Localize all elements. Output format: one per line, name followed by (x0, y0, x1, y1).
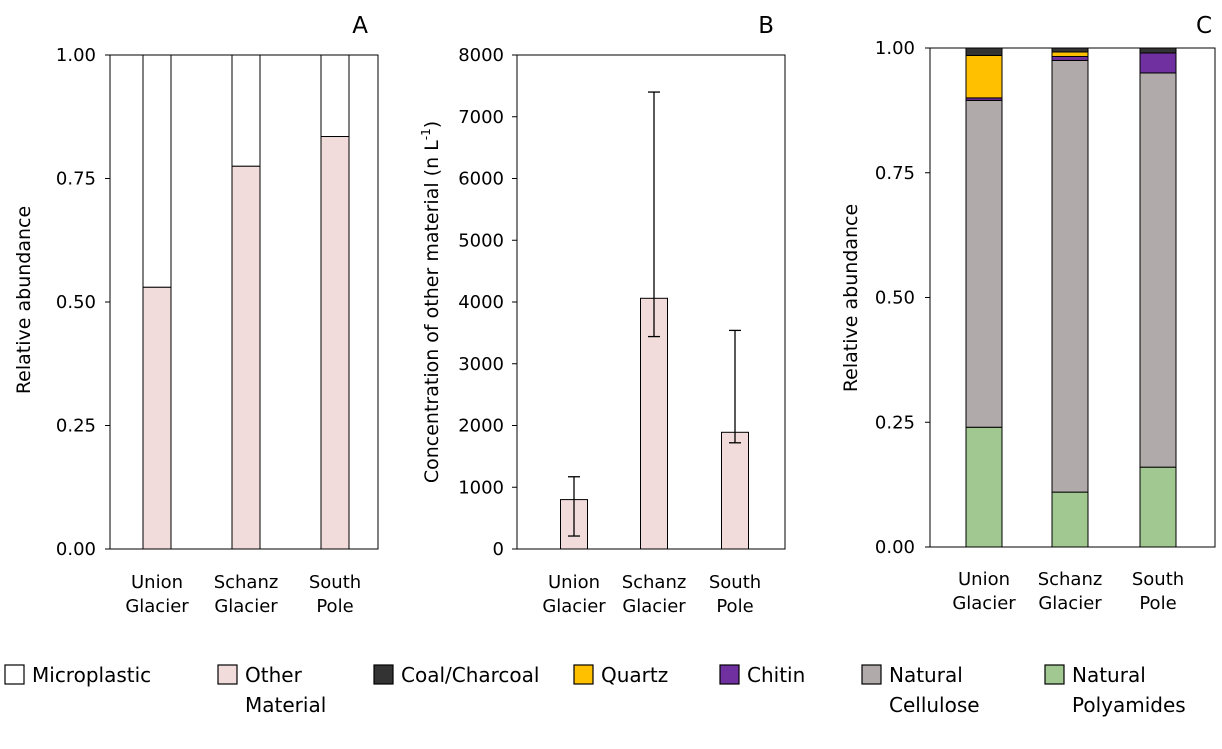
legend-label: Coal/Charcoal (401, 663, 539, 687)
panel-a-y-tick-label: 0.50 (56, 292, 96, 313)
panel-b-y-axis-title-superscript: -1 (419, 128, 433, 140)
panel-c-bar-coal-charcoal (965, 47, 1003, 56)
panel-c-y-axis-title: Relative abundance (840, 204, 862, 392)
panel-a-y-axis-title: Relative abundance (13, 206, 35, 394)
panel-c-category-label: South (1132, 569, 1184, 590)
panel-c-category-label: Union (958, 569, 1010, 590)
panel-a-y-tick-label: 0.25 (56, 416, 96, 437)
panel-c-category-label: Pole (1139, 593, 1176, 614)
panel-b-category-label: Schanz (622, 572, 687, 593)
legend-label: Polyamides (1072, 693, 1186, 717)
panel-b-y-tick-label: 7000 (458, 107, 504, 128)
panel-b-y-axis-title-main: Concentration of other material (n L (421, 140, 443, 483)
panel-c-chart: C Relative abundance 0.00 0.25 0.50 0.75 1.0… (840, 13, 1216, 614)
panel-c-bar-coal-charcoal (1051, 47, 1089, 53)
panel-b-y-tick-label: 3000 (458, 354, 504, 375)
panel-b-y-tick-label: 4000 (458, 292, 504, 313)
panel-c-category-label: Schanz (1038, 569, 1103, 590)
legend-swatch-chitin (719, 664, 740, 685)
panel-b-category-label: Pole (716, 596, 753, 617)
panel-c-bar-chitin (1139, 52, 1177, 74)
panel-b-y-axis-title: Concentration of other material (n L-1) (419, 121, 443, 483)
panel-b-chart: B Concentration of other material (n L-1… (419, 13, 786, 617)
panel-c-bar-quartz (1051, 51, 1089, 57)
panel-c-y-tick-label: 0.00 (875, 537, 915, 558)
panel-c-label: C (1196, 13, 1212, 39)
legend-swatch-coal-charcoal (373, 664, 394, 685)
panel-a-bar-other-material (231, 165, 261, 550)
panel-c-bar-natural-polyamides (965, 426, 1003, 548)
legend-swatch-natural-cellulose (861, 664, 882, 685)
panel-a-y-tick-label: 0.00 (56, 539, 96, 560)
panel-c-y-tick-label: 1.00 (875, 38, 915, 59)
legend-label: Quartz (601, 663, 668, 687)
panel-a-bar-microplastic (320, 54, 350, 138)
panel-c-bar-natural-cellulose (1051, 59, 1089, 493)
legend-swatch-quartz (573, 664, 594, 685)
legend-label: Cellulose (889, 693, 980, 717)
legend-label: Natural (1072, 663, 1146, 687)
panel-c-category-label: Glacier (952, 593, 1016, 614)
legend-swatch-natural-polyamides (1044, 664, 1065, 685)
panel-c-category-label: Glacier (1038, 593, 1102, 614)
panel-b-y-tick-label: 6000 (458, 169, 504, 190)
panel-c-bar-quartz (965, 54, 1003, 99)
panel-a-bar-microplastic (142, 54, 172, 288)
panel-c-bar-chitin (1051, 55, 1089, 61)
panel-b-category-label: Glacier (622, 596, 686, 617)
panel-c-y-tick-label: 0.75 (875, 163, 915, 184)
panel-a-category-label: Pole (316, 596, 353, 617)
legend-swatch-microplastic (4, 664, 25, 685)
panel-b-category-label: South (709, 572, 761, 593)
panel-b-category-label: Union (548, 572, 600, 593)
panel-a-y-tick-label: 0.75 (56, 169, 96, 190)
panel-a-y-tick-label: 1.00 (56, 45, 96, 66)
legend-label: Natural (889, 663, 963, 687)
panel-a-bar-other-material (142, 286, 172, 550)
panel-b-bar (640, 297, 668, 550)
legend-label: Microplastic (32, 663, 151, 687)
panel-c-y-tick-label: 0.25 (875, 412, 915, 433)
panel-b-y-tick-label: 8000 (458, 45, 504, 66)
panel-c-bar-natural-polyamides (1051, 491, 1089, 548)
panel-a-category-label: Glacier (214, 596, 278, 617)
panel-b-bar (721, 431, 749, 550)
panel-c-bar-natural-cellulose (965, 99, 1003, 428)
legend: Microplastic Other Material Coal/Charcoal Qu… (4, 663, 1186, 717)
panel-b-category-label: Glacier (542, 596, 606, 617)
panel-a-chart: A Relative abundance 0.00 0.25 0.50 0.75 1.0… (13, 13, 379, 617)
panel-a-category-label: Union (131, 572, 183, 593)
panel-a-category-label: South (309, 572, 361, 593)
panel-c-bar-natural-cellulose (1139, 72, 1177, 468)
panel-b-y-tick-label: 0 (493, 539, 504, 560)
panel-a-bar-other-material (320, 136, 350, 550)
panel-a-bar-microplastic (231, 54, 261, 167)
panel-b-y-tick-label: 1000 (458, 477, 504, 498)
panel-a-category-label: Schanz (214, 572, 279, 593)
panel-a-label: A (352, 13, 368, 39)
panel-b-y-axis-title-end: ) (421, 121, 443, 128)
panel-c-y-tick-label: 0.50 (875, 288, 915, 309)
legend-label: Other (245, 663, 303, 687)
panel-a-category-label: Glacier (125, 596, 189, 617)
panel-c-bar-coal-charcoal (1139, 47, 1177, 54)
legend-label: Material (245, 693, 326, 717)
legend-label: Chitin (747, 663, 805, 687)
legend-swatch-other-material (217, 664, 238, 685)
panel-b-y-tick-label: 2000 (458, 416, 504, 437)
panel-b-label: B (758, 13, 774, 39)
panel-b-y-tick-label: 5000 (458, 230, 504, 251)
panel-c-bar-natural-polyamides (1139, 466, 1177, 548)
